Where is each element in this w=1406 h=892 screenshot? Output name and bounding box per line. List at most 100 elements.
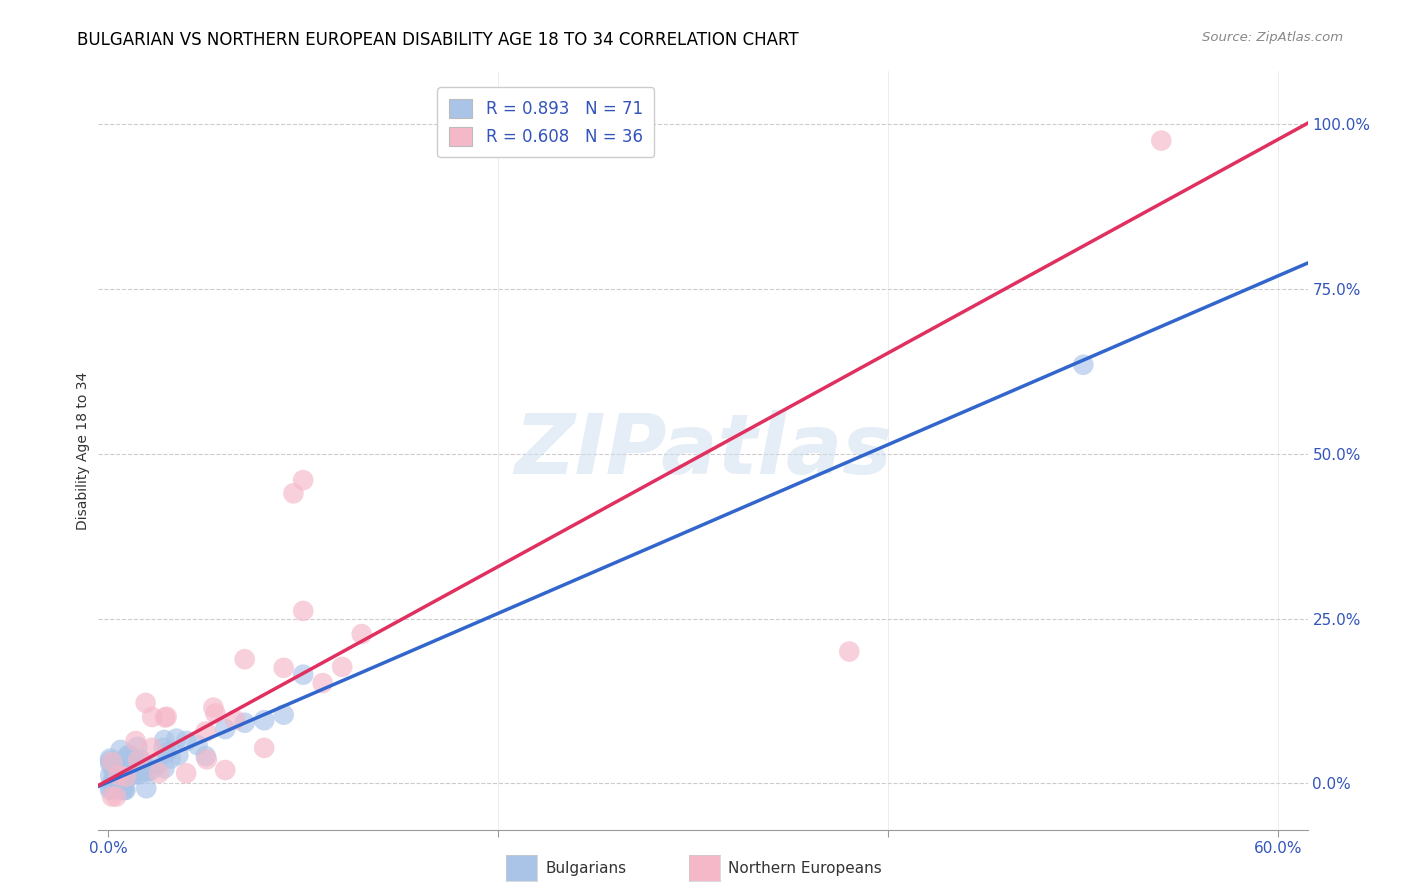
Point: [124, 734, 146, 748]
Point: [100, 757, 122, 772]
Point: [146, 757, 169, 772]
Point: [273, 661, 295, 675]
Point: [127, 759, 149, 773]
Point: [103, 783, 125, 797]
Point: [110, 764, 132, 779]
Point: [112, 780, 135, 794]
Point: [129, 752, 152, 766]
Point: [114, 783, 136, 797]
Point: [101, 777, 124, 791]
Text: Source: ZipAtlas.com: Source: ZipAtlas.com: [1202, 31, 1343, 45]
Point: [110, 764, 132, 778]
Point: [350, 627, 373, 641]
Point: [224, 713, 246, 727]
Point: [156, 746, 179, 760]
Point: [128, 767, 150, 781]
Point: [111, 777, 134, 791]
Point: [115, 771, 138, 785]
Point: [135, 696, 157, 710]
Point: [112, 757, 135, 772]
Point: [111, 781, 134, 796]
Point: [105, 756, 128, 770]
Point: [108, 772, 131, 786]
Point: [127, 739, 149, 754]
Point: [136, 764, 159, 779]
Point: [292, 473, 315, 487]
Point: [98, 754, 121, 768]
Point: [107, 763, 129, 777]
Point: [127, 753, 149, 767]
Point: [118, 747, 141, 762]
Y-axis label: Disability Age 18 to 34: Disability Age 18 to 34: [76, 371, 90, 530]
Point: [107, 768, 129, 782]
Point: [100, 776, 122, 790]
Point: [111, 768, 134, 782]
Point: [292, 667, 315, 681]
Point: [127, 761, 149, 775]
Point: [152, 740, 174, 755]
Legend: R = 0.893   N = 71, R = 0.608   N = 36: R = 0.893 N = 71, R = 0.608 N = 36: [437, 87, 654, 158]
Point: [174, 766, 197, 780]
Point: [148, 766, 170, 780]
Point: [195, 752, 218, 766]
Point: [101, 755, 124, 769]
Point: [114, 764, 136, 778]
Point: [124, 768, 146, 782]
Point: [153, 761, 176, 775]
Point: [127, 763, 149, 777]
Point: [135, 781, 157, 796]
Point: [214, 763, 236, 777]
Point: [121, 760, 143, 774]
Point: [122, 764, 145, 779]
Point: [253, 740, 276, 755]
Text: Bulgarians: Bulgarians: [546, 862, 627, 876]
Point: [273, 707, 295, 722]
Point: [141, 710, 163, 724]
Point: [108, 772, 131, 786]
Point: [110, 743, 132, 757]
Point: [112, 754, 135, 768]
Point: [111, 783, 134, 797]
Point: [103, 764, 125, 779]
Point: [330, 660, 353, 674]
Point: [122, 766, 145, 780]
Point: [105, 776, 128, 790]
Point: [141, 740, 163, 755]
Point: [131, 764, 153, 778]
Point: [159, 751, 181, 765]
Point: [156, 709, 179, 723]
Point: [214, 722, 236, 736]
Point: [204, 706, 226, 721]
Point: [292, 604, 315, 618]
Point: [117, 748, 139, 763]
Text: BULGARIAN VS NORTHERN EUROPEAN DISABILITY AGE 18 TO 34 CORRELATION CHART: BULGARIAN VS NORTHERN EUROPEAN DISABILIT…: [77, 31, 799, 49]
Point: [111, 763, 134, 777]
Point: [108, 772, 131, 787]
Point: [253, 713, 276, 727]
Point: [110, 780, 132, 794]
Point: [153, 710, 176, 724]
Point: [103, 771, 125, 785]
Point: [167, 748, 190, 763]
Point: [98, 783, 121, 797]
Point: [105, 789, 128, 804]
Point: [104, 764, 127, 778]
Point: [98, 751, 121, 765]
Point: [233, 652, 256, 666]
Point: [1071, 358, 1094, 372]
Point: [104, 772, 127, 787]
Point: [139, 764, 162, 778]
Point: [98, 780, 121, 795]
Point: [153, 733, 176, 747]
Point: [186, 738, 208, 752]
Point: [115, 770, 138, 784]
Text: Northern Europeans: Northern Europeans: [728, 862, 882, 876]
Point: [174, 734, 197, 748]
Point: [114, 783, 136, 797]
Point: [283, 486, 305, 500]
Point: [838, 644, 860, 658]
Point: [98, 768, 121, 782]
Point: [202, 700, 225, 714]
Point: [194, 749, 217, 764]
Point: [101, 789, 124, 804]
